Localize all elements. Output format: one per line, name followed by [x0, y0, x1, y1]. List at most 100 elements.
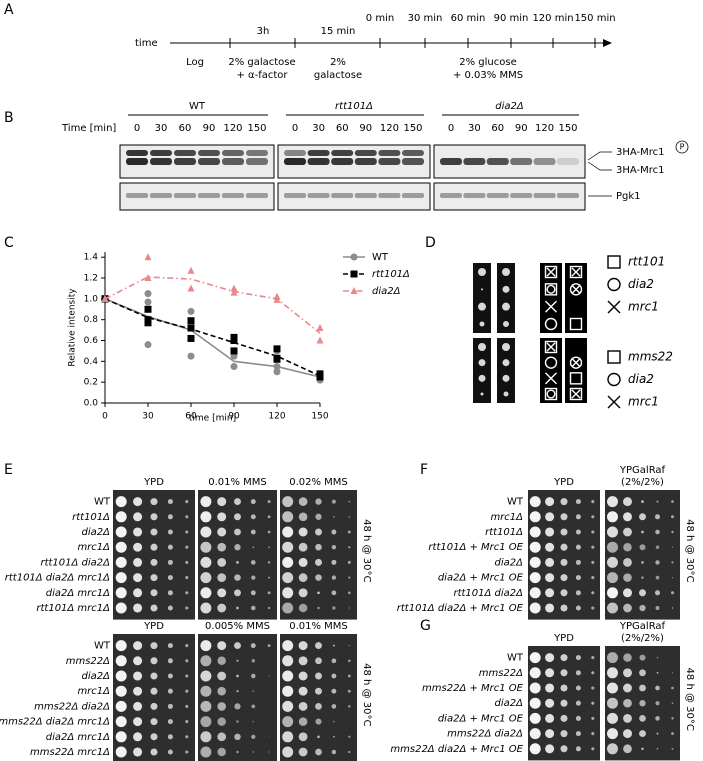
- band: [463, 193, 486, 198]
- spot: [591, 701, 595, 705]
- colony: [503, 321, 509, 327]
- spot: [200, 731, 212, 743]
- condition-label: 2% glucose: [459, 57, 517, 68]
- genotype-symbol: [571, 358, 581, 368]
- spot: [234, 642, 241, 650]
- spot: [200, 511, 212, 523]
- panel-label: F: [420, 462, 428, 478]
- spot: [133, 686, 143, 696]
- spot: [655, 529, 660, 535]
- spot: [639, 730, 646, 738]
- panel-label: G: [420, 618, 431, 634]
- spot: [315, 642, 322, 650]
- blot: [119, 182, 275, 211]
- spot: [575, 731, 581, 737]
- y-tick-label: 1.4: [84, 253, 99, 263]
- spot: [347, 674, 351, 678]
- spot: [236, 750, 239, 754]
- spot: [282, 746, 294, 758]
- strain-label: dia2Δ: [82, 671, 111, 682]
- spot: [250, 590, 256, 596]
- genotype-column: [565, 263, 587, 333]
- colony: [502, 374, 510, 382]
- spot: [282, 685, 294, 697]
- spot: [150, 687, 158, 695]
- spot: [133, 701, 143, 711]
- time-label: 90: [515, 123, 528, 134]
- time-label: 150: [247, 123, 266, 134]
- spot: [200, 541, 212, 553]
- spot: [250, 514, 256, 520]
- spot: [298, 717, 308, 726]
- spot: [575, 655, 581, 661]
- spot: [331, 590, 337, 596]
- spot: [217, 497, 227, 507]
- spot: [252, 546, 255, 549]
- medium-label: 0.005% MMS: [205, 621, 270, 632]
- spot: [268, 675, 270, 677]
- colony: [503, 391, 509, 397]
- tetrad-column: [473, 338, 491, 403]
- genotype-symbol: [546, 342, 556, 352]
- genotype-column: [540, 263, 562, 333]
- spot: [200, 655, 212, 667]
- spot: [298, 512, 308, 522]
- spot: [607, 496, 618, 508]
- group-name: dia2Δ: [495, 101, 524, 112]
- plate-image: [113, 490, 195, 620]
- data-point: [316, 373, 324, 381]
- colony: [502, 359, 510, 367]
- spot: [268, 751, 270, 753]
- medium-label: YPGalRaf: [619, 465, 666, 476]
- spot: [575, 544, 581, 550]
- spot: [607, 667, 618, 679]
- spot: [607, 697, 618, 709]
- spot: [545, 698, 555, 708]
- spot: [575, 559, 581, 565]
- spot: [298, 701, 308, 711]
- spot: [217, 717, 226, 726]
- strain-label: WT: [507, 497, 524, 508]
- time-label: 150: [558, 123, 577, 134]
- spot: [150, 604, 158, 612]
- spot: [545, 573, 555, 583]
- band: [222, 193, 244, 198]
- condition-label: 2%: [330, 57, 346, 68]
- spot: [315, 718, 322, 725]
- spot: [133, 717, 143, 727]
- spot: [217, 588, 227, 598]
- genotype-symbol: [569, 283, 583, 296]
- spot: [575, 514, 581, 520]
- condition-label: 48 h @ 30°C: [684, 519, 695, 582]
- spot: [545, 512, 555, 522]
- data-point: [187, 266, 195, 274]
- band: [402, 150, 424, 156]
- strain-label: dia2Δ mrc1Δ: [46, 588, 110, 599]
- spot: [656, 656, 659, 659]
- spot: [575, 529, 581, 535]
- band: [331, 158, 354, 165]
- spot: [575, 700, 581, 706]
- genotype-symbol: [607, 300, 621, 314]
- medium-label: 0.01% MMS: [289, 621, 348, 632]
- spot: [217, 732, 227, 742]
- spot: [298, 732, 308, 742]
- legend-marker: [350, 253, 358, 261]
- spot: [234, 589, 241, 597]
- band: [378, 150, 401, 156]
- spot: [575, 746, 581, 752]
- spot: [150, 498, 158, 506]
- spot: [200, 572, 212, 584]
- y-tick-label: 0.8: [84, 315, 99, 325]
- spot: [150, 513, 158, 521]
- spot: [671, 546, 674, 548]
- spot: [282, 511, 294, 523]
- condition-label: + α-factor: [236, 70, 288, 81]
- spot: [267, 515, 271, 519]
- spot: [655, 560, 660, 565]
- colony: [480, 392, 484, 396]
- spot: [348, 705, 351, 708]
- spot: [217, 527, 227, 537]
- plate-image: [198, 634, 277, 761]
